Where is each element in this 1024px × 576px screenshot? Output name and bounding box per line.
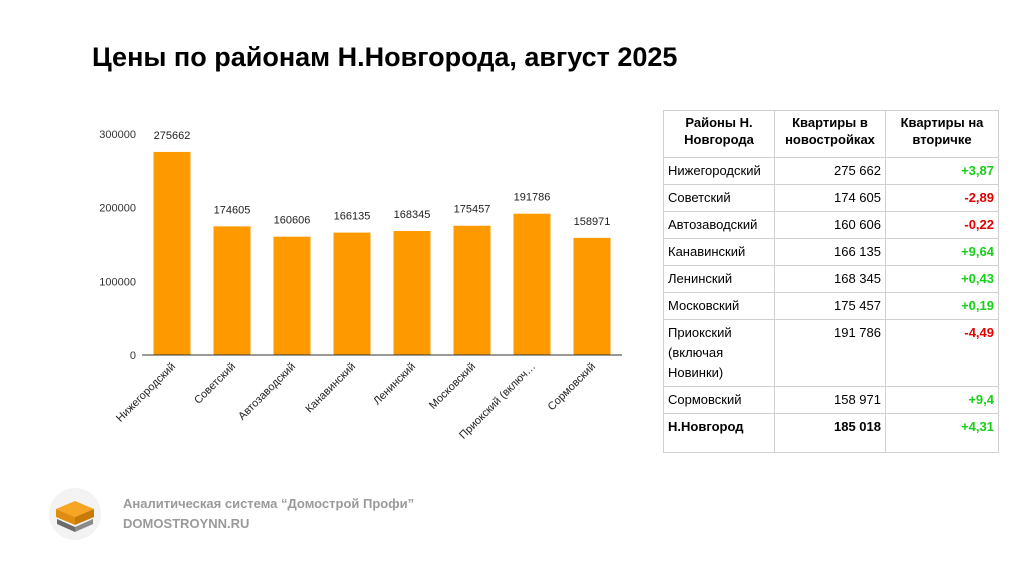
data-label: 158971 — [574, 216, 611, 228]
district-cell: Нижегородский — [663, 157, 775, 185]
table-row: Московский 175 457 +0,19 — [663, 292, 999, 320]
table-row: Советский 174 605 -2,89 — [663, 184, 999, 212]
bar — [513, 213, 551, 355]
x-tick-label: Автозаводский — [236, 361, 298, 423]
data-label: 160606 — [274, 215, 311, 227]
district-cell: Канавинский — [663, 238, 775, 266]
prices-table: Районы Н. Новгорода Квартиры в новострой… — [663, 110, 999, 453]
y-tick-label: 300000 — [99, 129, 136, 141]
data-label: 191786 — [514, 192, 551, 204]
new-buildings-price-cell: 166 135 — [774, 238, 886, 266]
bar — [333, 232, 371, 355]
new-buildings-price-cell: 191 786 — [774, 319, 886, 387]
x-tick-label: Сормовский — [546, 361, 598, 413]
secondary-change-cell: +0,43 — [885, 265, 999, 293]
new-buildings-price-cell: 168 345 — [774, 265, 886, 293]
secondary-change-cell: +0,19 — [885, 292, 999, 320]
header-new-buildings: Квартиры в новостройках — [774, 110, 886, 158]
stacked-books-logo-icon — [49, 488, 101, 540]
header-secondary: Квартиры на вторичке — [885, 110, 999, 158]
secondary-change-cell: -0,22 — [885, 211, 999, 239]
y-axis: 0 100000 200000 300000 — [99, 129, 136, 362]
data-label: 174605 — [214, 204, 251, 216]
footer-system-name: Аналитическая система “Домострой Профи” — [123, 496, 415, 511]
table-row: Автозаводский 160 606 -0,22 — [663, 211, 999, 239]
district-cell: Ленинский — [663, 265, 775, 293]
table-total-row: Н.Новгород 185 018 +4,31 — [663, 413, 999, 453]
secondary-change-cell: +9,4 — [885, 386, 999, 414]
bar — [273, 236, 311, 355]
secondary-change-cell: +4,31 — [885, 413, 999, 453]
table-row: Нижегородский 275 662 +3,87 — [663, 157, 999, 185]
table-row: Канавинский 166 135 +9,64 — [663, 238, 999, 266]
table-row: Приокский (включая Новинки) 191 786 -4,49 — [663, 319, 999, 387]
bar — [453, 225, 491, 355]
secondary-change-cell: +3,87 — [885, 157, 999, 185]
page-title: Цены по районам Н.Новгорода, август 2025 — [92, 42, 678, 72]
bars — [153, 151, 611, 355]
district-cell: Приокский (включая Новинки) — [663, 319, 775, 387]
y-tick-label: 0 — [130, 350, 136, 362]
x-tick-label: Московский — [427, 361, 478, 412]
footer-website: DOMOSTROYNN.RU — [123, 516, 250, 531]
y-tick-label: 200000 — [99, 203, 136, 215]
bar — [213, 226, 251, 355]
table-body: Нижегородский 275 662 +3,87 Советский 174 60… — [663, 157, 999, 453]
new-buildings-price-cell: 160 606 — [774, 211, 886, 239]
bar — [393, 230, 431, 355]
data-label: 275662 — [154, 130, 191, 142]
table-row: Ленинский 168 345 +0,43 — [663, 265, 999, 293]
secondary-change-cell: -4,49 — [885, 319, 999, 387]
new-buildings-price-cell: 174 605 — [774, 184, 886, 212]
x-tick-label: Советский — [192, 361, 238, 407]
header-district: Районы Н. Новгорода — [663, 110, 775, 158]
district-cell: Автозаводский — [663, 211, 775, 239]
table-row: Сормовский 158 971 +9,4 — [663, 386, 999, 414]
new-buildings-price-cell: 158 971 — [774, 386, 886, 414]
bar — [573, 237, 611, 355]
new-buildings-price-cell: 275 662 — [774, 157, 886, 185]
district-cell: Н.Новгород — [663, 413, 775, 453]
bar — [153, 151, 191, 355]
data-label: 168345 — [394, 209, 431, 221]
bar-chart: 0 100000 200000 300000 275662 174605 160606 16… — [99, 129, 622, 442]
data-labels: 275662 174605 160606 166135 168345 175457 1917… — [154, 130, 611, 228]
new-buildings-price-cell: 175 457 — [774, 292, 886, 320]
district-cell: Сормовский — [663, 386, 775, 414]
secondary-change-cell: -2,89 — [885, 184, 999, 212]
district-cell: Московский — [663, 292, 775, 320]
x-tick-label: Нижегородский — [114, 361, 178, 425]
x-tick-label: Ленинский — [371, 361, 418, 408]
district-cell: Советский — [663, 184, 775, 212]
table-header-row: Районы Н. Новгорода Квартиры в новострой… — [663, 110, 999, 158]
data-label: 175457 — [454, 204, 491, 216]
data-label: 166135 — [334, 211, 371, 223]
x-tick-label: Канавинский — [303, 361, 358, 416]
new-buildings-price-cell: 185 018 — [774, 413, 886, 453]
y-tick-label: 100000 — [99, 276, 136, 288]
secondary-change-cell: +9,64 — [885, 238, 999, 266]
